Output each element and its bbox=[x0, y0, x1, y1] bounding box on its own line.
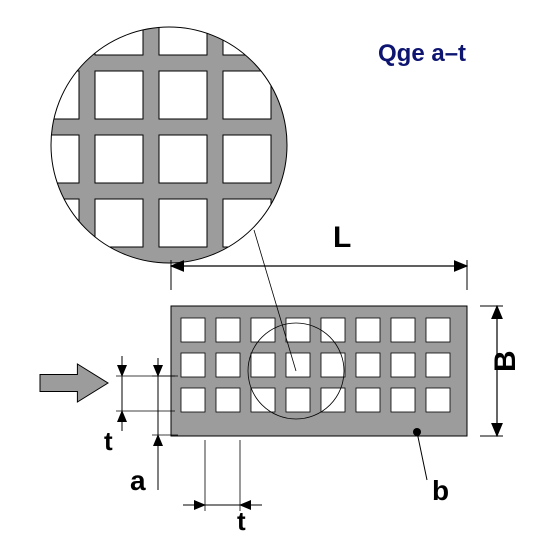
label-B: B bbox=[489, 350, 522, 372]
label-t_bottom: t bbox=[237, 506, 246, 536]
dim-L bbox=[171, 260, 467, 290]
label-t_left: t bbox=[104, 426, 113, 456]
dim-t-vertical bbox=[116, 356, 175, 431]
direction-arrow bbox=[40, 364, 108, 402]
label-a: a bbox=[130, 465, 146, 496]
diagram-stage: Qge a–t LBbtat bbox=[0, 0, 550, 550]
label-b: b bbox=[432, 475, 449, 506]
label-L: L bbox=[333, 221, 351, 254]
perforated-plate bbox=[171, 306, 467, 436]
diagram-svg: LBbtat bbox=[0, 0, 550, 550]
dim-t-horizontal bbox=[183, 440, 262, 511]
